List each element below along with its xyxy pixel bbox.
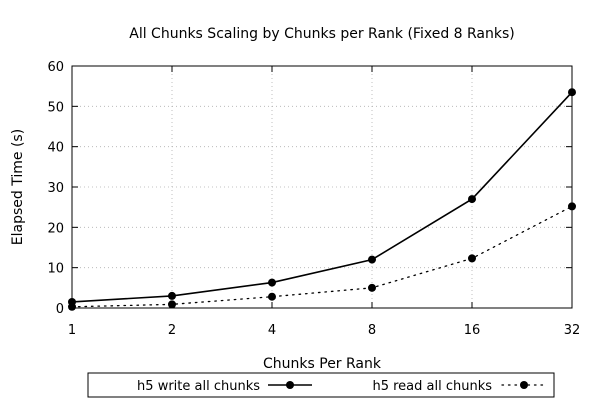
x-tick-label: 32 xyxy=(564,323,581,338)
data-point-read xyxy=(568,202,576,210)
chart-title: All Chunks Scaling by Chunks per Rank (F… xyxy=(129,26,515,42)
x-tick-label: 16 xyxy=(464,323,481,338)
data-point-read xyxy=(168,300,176,308)
axis-ticks: 0 10 20 30 40 50 60 1 2 4 8 16 32 xyxy=(47,60,580,338)
x-tick-label: 2 xyxy=(168,323,176,338)
y-tick-label: 0 xyxy=(56,302,64,317)
y-tick-label: 30 xyxy=(47,181,64,196)
data-point-read xyxy=(68,303,76,311)
y-tick-label: 60 xyxy=(47,60,64,75)
data-point-write xyxy=(268,279,276,287)
data-point-write xyxy=(368,256,376,264)
data-point-write xyxy=(168,292,176,300)
x-tick-label: 8 xyxy=(368,323,376,338)
legend-label-write: h5 write all chunks xyxy=(137,379,260,394)
legend: h5 write all chunks h5 read all chunks xyxy=(88,373,554,397)
data-point-write xyxy=(568,88,576,96)
y-tick-label: 50 xyxy=(47,100,64,115)
data-point-read xyxy=(268,293,276,301)
series-line-write xyxy=(72,92,572,302)
data-point-read xyxy=(468,254,476,262)
legend-marker-write xyxy=(286,381,294,389)
legend-label-read: h5 read all chunks xyxy=(372,379,492,394)
data-point-write xyxy=(468,195,476,203)
data-point-read xyxy=(368,284,376,292)
legend-marker-read xyxy=(520,381,528,389)
x-tick-label: 4 xyxy=(268,323,276,338)
y-axis-label: Elapsed Time (s) xyxy=(10,129,26,245)
x-axis-label: Chunks Per Rank xyxy=(263,356,382,372)
y-tick-label: 10 xyxy=(47,262,64,277)
y-tick-label: 40 xyxy=(47,141,64,156)
series-layer xyxy=(68,88,576,311)
x-tick-label: 1 xyxy=(68,323,76,338)
series-line-read xyxy=(72,206,572,306)
y-tick-label: 20 xyxy=(47,221,64,236)
